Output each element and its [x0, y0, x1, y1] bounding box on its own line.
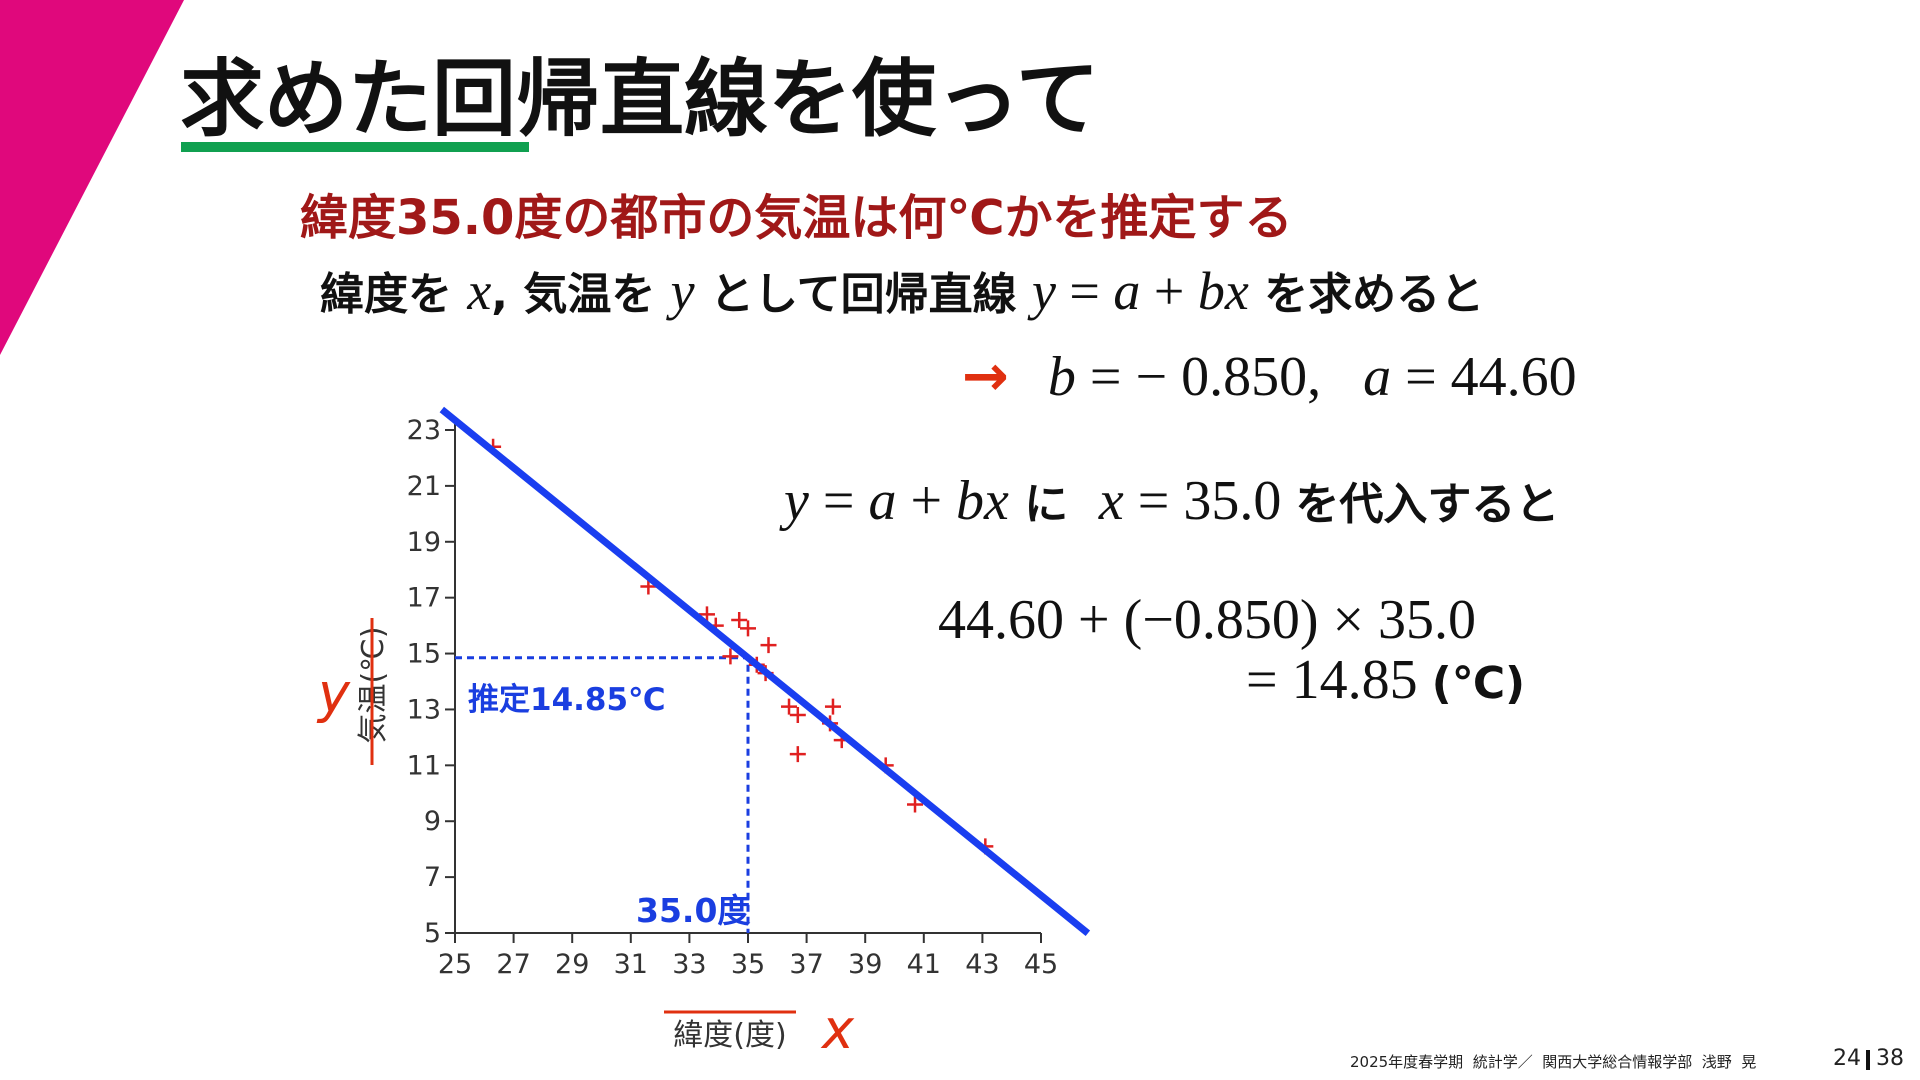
text-segment: , 気温を	[491, 269, 671, 320]
text-line: y = a + bx に x = 35.0 を代入すると	[784, 468, 1559, 533]
text-segment: = 14.85	[1246, 649, 1432, 711]
text-line: = 14.85 (℃)	[1246, 648, 1525, 712]
text-segment: y	[784, 470, 809, 532]
text-line: 44.60 + (−0.850) × 35.0	[938, 588, 1476, 652]
footer: 2025年度春学期 統計学／ 関西大学総合情報学部 浅野 晃	[1350, 1053, 1757, 1071]
corner-decoration	[0, 0, 184, 355]
text-segment: x	[1098, 470, 1124, 532]
text-segment: x	[467, 261, 492, 321]
x-tick-label: 25	[438, 949, 472, 980]
text-segment: y	[1031, 261, 1056, 321]
data-point	[731, 612, 748, 629]
slide-title: 求めた回帰直線を使って	[180, 50, 1100, 148]
estimate-y-label: 推定14.85℃	[468, 682, 666, 718]
y-tick-label: 15	[407, 639, 441, 670]
text-segment: =	[808, 470, 869, 532]
x-tick-label: 33	[672, 949, 706, 980]
text-segment: (℃)	[1431, 658, 1526, 709]
regression-line	[439, 406, 1091, 936]
text-segment: に	[1008, 479, 1099, 530]
text-segment: = 35.0	[1123, 470, 1296, 532]
text-segment: y	[670, 261, 695, 321]
y-tick-label: 11	[407, 750, 441, 781]
text-segment: a	[1113, 261, 1141, 321]
text-segment: a	[868, 470, 897, 532]
x-symbol: x	[820, 998, 855, 1061]
text-segment: = − 0.850,	[1075, 346, 1364, 408]
question: 緯度35.0度の都市の気温は何℃かを推定する	[300, 190, 1293, 246]
data-point	[740, 620, 756, 637]
x-tick-label: 39	[848, 949, 882, 980]
text-segment: 緯度を	[320, 269, 468, 320]
page-separator	[1866, 1050, 1870, 1070]
y-tick-label: 19	[407, 527, 441, 558]
x-tick-label: 45	[1024, 949, 1058, 980]
page-total: 38	[1876, 1046, 1904, 1071]
text-segment: bx	[956, 470, 1009, 532]
x-tick-label: 29	[555, 949, 589, 980]
y-symbol: y	[316, 662, 351, 725]
y-tick-label: 13	[407, 694, 441, 725]
data-point	[789, 707, 806, 724]
x-tick-label: 41	[907, 949, 941, 980]
data-point	[698, 606, 715, 623]
y-tick-label: 17	[407, 583, 441, 614]
y-tick-label: 23	[407, 415, 441, 446]
text-segment: を求めると	[1248, 269, 1485, 320]
title-underline	[181, 142, 529, 152]
y-tick-label: 9	[424, 806, 441, 837]
x-tick-label: 43	[965, 949, 999, 980]
text-segment: b	[1047, 346, 1076, 408]
data-point	[789, 746, 806, 763]
text-segment: +	[1140, 261, 1198, 321]
text-segment: 44.60 + (−0.850) × 35.0	[938, 589, 1477, 651]
text-segment: = 44.60	[1391, 346, 1577, 408]
text-segment: a	[1363, 346, 1392, 408]
data-point	[722, 648, 739, 665]
text-segment: bx	[1197, 261, 1249, 321]
y-tick-label: 5	[424, 918, 441, 949]
data-point	[760, 637, 777, 654]
data-point	[907, 796, 924, 813]
text-segment: +	[896, 470, 957, 532]
text-line: 緯度を x, 気温を y として回帰直線 y = a + bx を求めると	[320, 258, 1484, 322]
data-point	[824, 698, 841, 715]
estimate-x-label: 35.0度	[636, 891, 750, 930]
text-segment: として回帰直線	[694, 269, 1032, 320]
text-segment: =	[1055, 261, 1114, 321]
x-tick-label: 35	[731, 949, 765, 980]
text-segment: を代入すると	[1295, 479, 1560, 530]
text-segment: →	[962, 344, 1048, 409]
y-tick-label: 7	[424, 862, 441, 893]
y-tick-label: 21	[407, 471, 441, 502]
x-tick-label: 37	[789, 949, 823, 980]
x-tick-label: 27	[496, 949, 530, 980]
x-axis-label: 緯度(度)	[673, 1018, 786, 1053]
x-tick-label: 31	[614, 949, 648, 980]
page-number: 24	[1833, 1046, 1861, 1071]
text-line: → b = − 0.850, a = 44.60	[962, 344, 1577, 409]
data-point	[781, 698, 798, 715]
